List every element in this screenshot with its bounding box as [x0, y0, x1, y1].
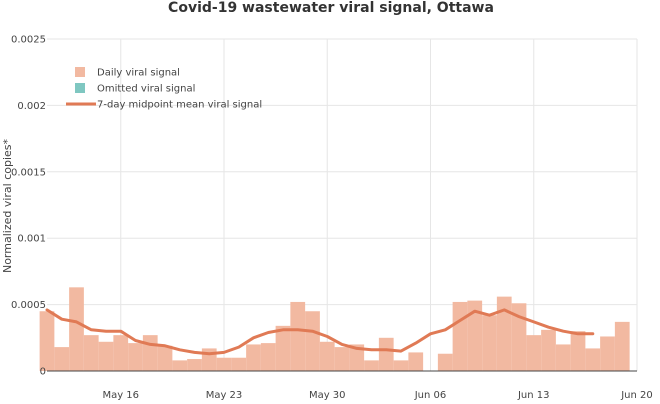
daily-bar[interactable] [275, 325, 291, 371]
legend-swatch [75, 67, 85, 77]
daily-bar[interactable] [408, 352, 424, 371]
x-tick-label: Jun 06 [414, 390, 447, 401]
y-tick-label: 0 [40, 367, 46, 378]
x-tick-label: Jun 20 [620, 390, 653, 401]
daily-bar[interactable] [452, 301, 468, 371]
daily-bar[interactable] [614, 321, 630, 371]
daily-bar[interactable] [157, 345, 173, 371]
y-axis-ticks: 0 0.0005 0.001 0.0015 0.002 0.0025 [11, 35, 46, 378]
mean-line [45, 308, 595, 356]
x-tick-label: May 30 [309, 390, 346, 401]
x-axis-ticks: May 16 May 23 May 30 Jun 06 Jun 13 Jun 20 [102, 390, 652, 401]
daily-bar[interactable] [600, 336, 615, 371]
daily-bar[interactable] [260, 343, 276, 371]
x-tick-label: Jun 13 [517, 390, 550, 401]
daily-bar[interactable] [349, 344, 365, 371]
daily-bar[interactable] [231, 357, 247, 371]
daily-bar[interactable] [54, 347, 70, 371]
legend-label: Daily viral signal [97, 68, 180, 79]
y-tick-label: 0.0005 [11, 300, 46, 311]
daily-bar[interactable] [585, 348, 601, 371]
daily-bar[interactable] [526, 335, 542, 371]
daily-bar[interactable] [83, 335, 99, 371]
legend-item[interactable]: 7-day midpoint mean viral signal [66, 100, 262, 111]
x-tick-label: May 16 [102, 390, 139, 401]
legend-item[interactable]: Daily viral signal [75, 67, 180, 79]
x-tick-label: May 23 [206, 390, 243, 401]
daily-bar[interactable] [290, 301, 306, 371]
daily-bar[interactable] [128, 343, 143, 371]
daily-bar[interactable] [334, 347, 350, 371]
daily-bar[interactable] [113, 335, 129, 371]
y-tick-label: 0.0015 [11, 167, 46, 178]
y-tick-label: 0.002 [17, 101, 46, 112]
y-tick-label: 0.001 [17, 234, 46, 245]
daily-bar[interactable] [172, 360, 188, 371]
daily-bar[interactable] [496, 296, 512, 371]
daily-bar[interactable] [39, 311, 55, 371]
daily-bar[interactable] [555, 344, 571, 371]
daily-bar[interactable] [319, 341, 335, 371]
legend-label: 7-day midpoint mean viral signal [97, 100, 262, 111]
daily-bar[interactable] [378, 337, 394, 371]
daily-bar[interactable] [187, 359, 202, 371]
daily-bar[interactable] [541, 329, 556, 371]
y-axis-label: Normalized viral copies* [1, 138, 14, 273]
daily-bar[interactable] [482, 315, 497, 371]
y-tick-label: 0.0025 [11, 35, 46, 46]
daily-bar[interactable] [216, 357, 232, 371]
daily-bar[interactable] [393, 360, 409, 371]
legend-swatch [75, 83, 85, 93]
daily-bar[interactable] [437, 353, 453, 371]
daily-bar[interactable] [364, 360, 379, 371]
daily-bar[interactable] [98, 341, 114, 371]
chart-title: Covid-19 wastewater viral signal, Ottawa [168, 0, 494, 16]
daily-bar[interactable] [305, 311, 320, 371]
gridlines [47, 38, 638, 371]
daily-bar[interactable] [246, 344, 261, 371]
legend-item[interactable]: Omitted viral signal [75, 83, 195, 95]
daily-bar[interactable] [142, 335, 158, 371]
legend-label: Omitted viral signal [97, 84, 195, 95]
daily-bar[interactable] [511, 303, 527, 371]
daily-bar[interactable] [69, 287, 84, 371]
daily-bars [39, 287, 630, 371]
daily-bar[interactable] [570, 331, 586, 371]
legend[interactable]: Daily viral signal Omitted viral signal 7-… [66, 67, 262, 111]
daily-bar[interactable] [467, 300, 483, 371]
